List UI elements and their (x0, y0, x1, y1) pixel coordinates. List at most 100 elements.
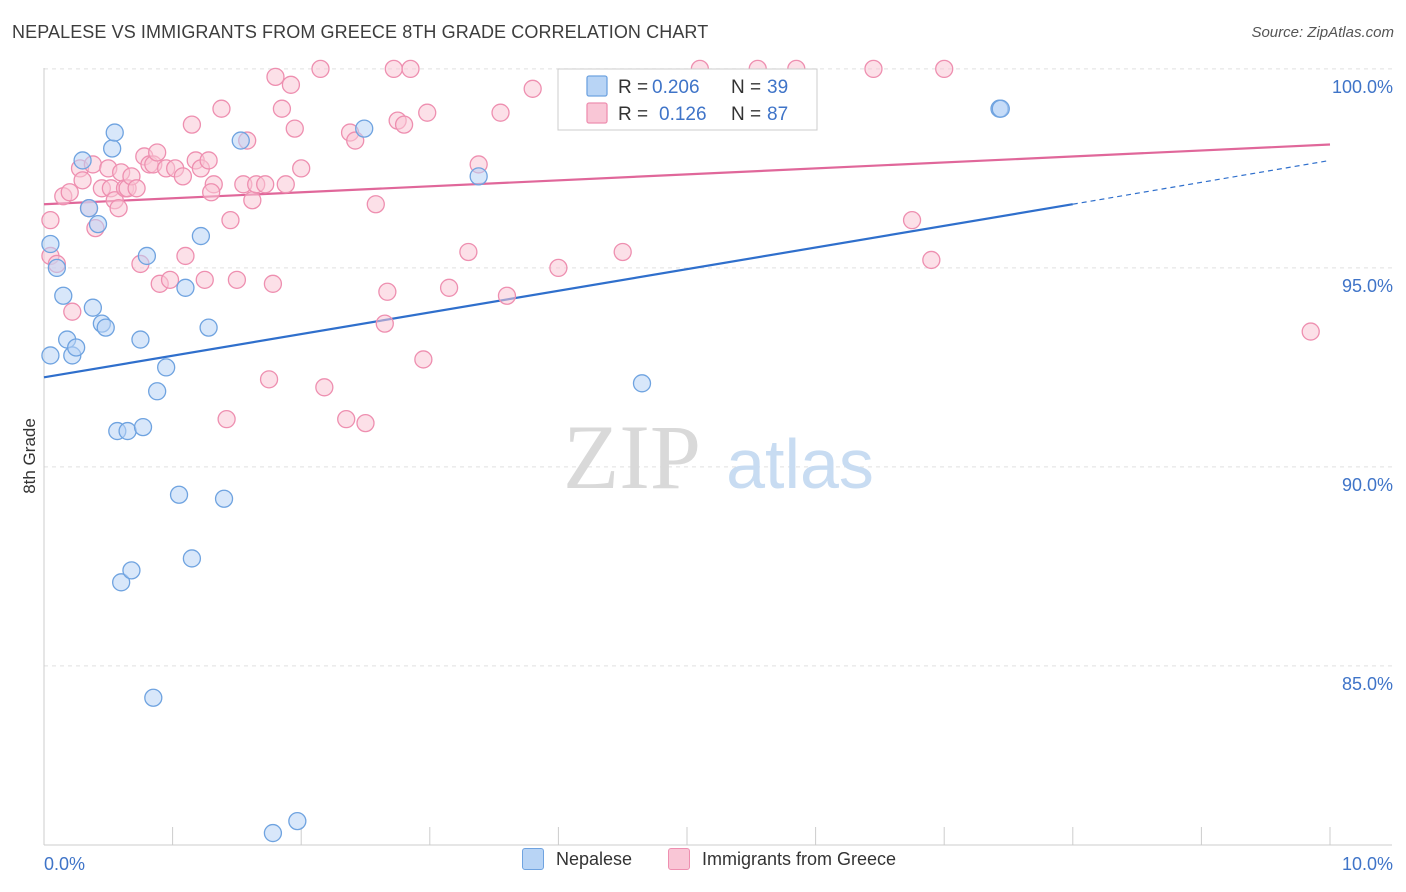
data-point-nepalese (263, 823, 283, 843)
data-point-greece (418, 103, 437, 122)
data-point-greece (311, 59, 330, 79)
data-point-nepalese (991, 99, 1010, 118)
data-point-greece (491, 103, 510, 122)
data-point-nepalese (133, 417, 153, 437)
stats-n-label-2: N = (731, 104, 761, 125)
data-point-greece (243, 191, 262, 210)
data-point-nepalese (632, 374, 652, 393)
data-point-nepalese (41, 346, 60, 365)
data-point-greece (212, 99, 231, 118)
data-point-nepalese (105, 123, 124, 142)
data-point-greece (613, 242, 632, 262)
data-point-greece (864, 59, 883, 79)
data-point-greece (384, 59, 403, 79)
data-point-greece (497, 286, 517, 305)
y-tick-label: 95.0% (1342, 276, 1393, 296)
stats-legend-box: R = 0.206 N = 39 R = 0.126 N = 87 (557, 68, 818, 131)
data-point-greece (199, 151, 218, 170)
source-label: Source: ZipAtlas.com (1251, 24, 1394, 41)
stats-r-label-1: R = (618, 77, 648, 98)
x-tick-label-max: 10.0% (1342, 854, 1393, 874)
y-tick-label: 90.0% (1342, 475, 1393, 495)
data-point-nepalese (144, 688, 163, 707)
stats-n-label-1: N = (731, 77, 761, 98)
data-point-greece (459, 242, 478, 262)
data-point-greece (259, 370, 279, 389)
data-point-greece (221, 210, 240, 230)
data-point-nepalese (73, 151, 92, 170)
data-point-greece (935, 59, 954, 79)
stats-r-value-2: 0.126 (659, 104, 707, 125)
data-point-greece (227, 270, 247, 289)
data-point-nepalese (118, 421, 137, 441)
data-point-nepalese (67, 338, 86, 357)
data-point-nepalese (148, 382, 167, 401)
data-point-greece (148, 143, 167, 162)
trend-line-nepalese-extension (1072, 159, 1331, 205)
data-point-greece (549, 258, 568, 278)
data-point-nepalese (169, 485, 189, 504)
data-point-greece (276, 175, 295, 194)
data-point-greece (160, 270, 180, 289)
chart-title: NEPALESE VS IMMIGRANTS FROM GREECE 8TH G… (12, 22, 709, 42)
data-point-nepalese (231, 131, 250, 150)
legend-swatch-greece (668, 848, 690, 870)
data-point-nepalese (54, 286, 73, 305)
data-point-greece (292, 159, 311, 178)
stats-n-value-1: 39 (767, 77, 788, 98)
data-point-nepalese (469, 167, 488, 186)
data-point-greece (217, 409, 236, 429)
data-point-nepalese (176, 278, 195, 297)
data-point-greece (63, 302, 82, 321)
stats-n-value-2: 87 (767, 104, 788, 125)
stats-r-label-2: R = (618, 104, 648, 125)
data-point-greece (439, 278, 459, 297)
data-point-greece (263, 274, 283, 293)
data-point-nepalese (96, 318, 115, 337)
data-point-greece (176, 246, 195, 266)
chart-legend: Nepalese Immigrants from Greece (0, 848, 1406, 880)
watermark-zip: ZIP (563, 406, 701, 508)
legend-item-greece[interactable]: Immigrants from Greece (668, 848, 896, 870)
data-point-nepalese (88, 214, 108, 234)
data-point-nepalese (103, 139, 122, 158)
data-point-greece (414, 350, 433, 369)
data-point-nepalese (182, 549, 202, 568)
y-tick-label: 85.0% (1342, 674, 1393, 694)
legend-swatch-nepalese (522, 848, 544, 870)
data-point-nepalese (191, 226, 211, 246)
legend-item-nepalese[interactable]: Nepalese (522, 848, 632, 870)
data-point-greece (41, 210, 60, 230)
data-point-nepalese (199, 318, 218, 337)
data-point-nepalese (79, 199, 99, 218)
y-tick-label: 100.0% (1332, 77, 1393, 97)
data-point-greece (356, 413, 375, 433)
data-point-nepalese (41, 234, 60, 254)
data-point-nepalese (131, 330, 150, 349)
trend-line-nepalese (43, 203, 1073, 379)
data-point-greece (202, 183, 221, 202)
data-point-greece (272, 99, 292, 118)
data-point-greece (256, 175, 275, 194)
data-point-greece (281, 75, 301, 94)
data-point-nepalese (83, 298, 103, 317)
data-point-greece (401, 59, 420, 79)
data-point-nepalese (157, 358, 176, 377)
data-point-nepalese (137, 246, 157, 266)
data-point-greece (73, 171, 92, 190)
data-point-greece (378, 282, 397, 301)
stats-swatch-nepalese (586, 75, 608, 97)
data-point-greece (523, 79, 542, 98)
data-point-nepalese (288, 811, 307, 831)
data-point-nepalese (112, 573, 131, 592)
data-point-greece (315, 378, 334, 397)
data-point-greece (902, 210, 922, 230)
data-point-nepalese (47, 258, 67, 278)
data-point-greece (182, 115, 202, 134)
data-point-greece (127, 179, 146, 198)
watermark-atlas: atlas (726, 425, 874, 503)
data-point-greece (922, 250, 941, 270)
data-point-greece (285, 119, 304, 138)
y-axis-label: 8th Grade (20, 418, 39, 494)
